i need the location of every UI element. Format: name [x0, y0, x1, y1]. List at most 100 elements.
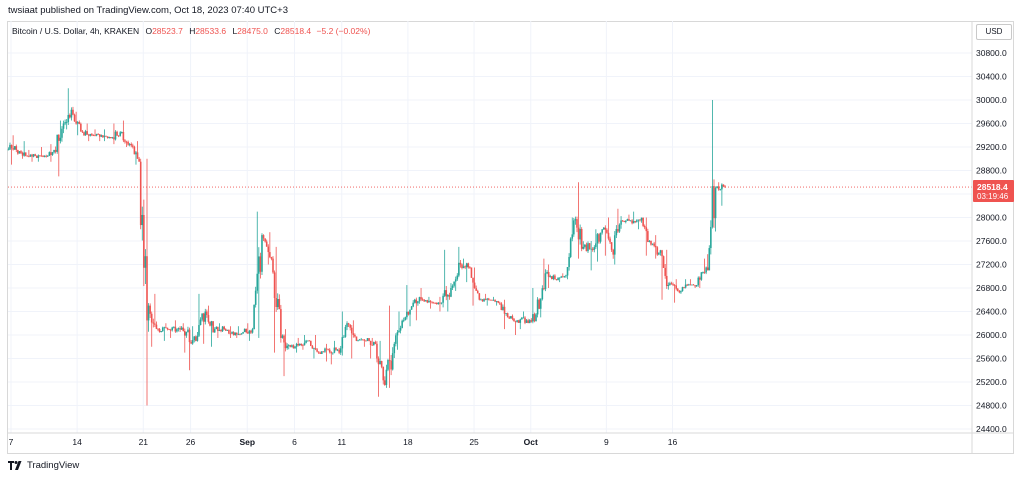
candle	[119, 131, 122, 137]
candle	[221, 326, 224, 333]
candle	[390, 354, 392, 376]
candle	[369, 340, 372, 359]
candle	[59, 120, 62, 144]
candle	[489, 299, 492, 301]
candle	[270, 256, 273, 261]
candle	[508, 315, 511, 319]
current-price-tag: 28518.403:19:46	[973, 180, 1014, 203]
price-tick-label: 30800.0	[976, 48, 1007, 58]
candle	[543, 258, 545, 291]
candle	[346, 321, 348, 331]
candle	[651, 243, 654, 246]
candle	[692, 283, 695, 286]
candle	[217, 326, 219, 338]
candle	[298, 343, 301, 347]
candle	[169, 328, 172, 338]
candle	[50, 144, 52, 162]
candle	[669, 281, 671, 286]
candle	[341, 311, 344, 356]
candle	[469, 266, 471, 269]
candle	[610, 242, 613, 252]
candle	[480, 298, 482, 301]
chart-grid	[8, 21, 972, 433]
candle	[593, 245, 596, 253]
candle	[332, 352, 334, 355]
candle	[106, 136, 109, 139]
candle	[58, 134, 60, 177]
candle	[714, 186, 717, 232]
candle	[428, 296, 430, 303]
candle	[81, 130, 84, 133]
candle	[139, 158, 142, 230]
candle	[166, 327, 169, 331]
candle	[393, 341, 396, 359]
candle	[629, 220, 632, 222]
candle	[18, 150, 21, 154]
candle	[250, 329, 252, 335]
candle	[524, 316, 526, 325]
candle	[213, 327, 216, 333]
candle	[595, 229, 597, 250]
published-caption: twsiaat published on TradingView.com, Oc…	[8, 5, 288, 16]
candle	[573, 217, 575, 237]
candle	[445, 285, 448, 301]
candle	[407, 311, 410, 316]
candle	[56, 134, 59, 154]
candle	[28, 149, 30, 158]
candle	[155, 321, 158, 330]
candle	[664, 264, 666, 279]
candle	[354, 333, 356, 338]
price-tick-label: 28800.0	[976, 166, 1007, 176]
candle	[35, 155, 38, 159]
candle	[281, 334, 284, 339]
candle	[412, 300, 414, 308]
symbol-legend: Bitcoin / U.S. Dollar, 4h, KRAKEN O28523…	[12, 26, 370, 36]
candle	[417, 301, 419, 306]
candle	[276, 293, 279, 310]
candle	[724, 184, 726, 189]
candle	[300, 343, 303, 347]
candle	[234, 332, 236, 336]
candle	[387, 358, 389, 372]
price-tick-label: 30000.0	[976, 95, 1007, 105]
candle	[87, 133, 90, 142]
candle	[380, 360, 383, 369]
candle	[42, 154, 44, 158]
candle	[554, 274, 556, 280]
candle	[95, 133, 98, 137]
time-tick-label: 26	[186, 437, 196, 447]
candle	[149, 303, 151, 318]
candle	[248, 329, 251, 341]
candle	[286, 343, 288, 350]
candle	[560, 275, 563, 278]
candle	[418, 296, 421, 304]
candle	[628, 214, 630, 221]
candle	[476, 289, 479, 294]
currency-button[interactable]: USD	[976, 24, 1012, 40]
candle	[100, 134, 103, 138]
candle	[303, 335, 306, 346]
candle	[716, 186, 718, 189]
candle	[410, 305, 413, 310]
candle	[631, 219, 633, 225]
candle	[61, 126, 63, 142]
candle	[557, 277, 559, 281]
candle	[116, 130, 118, 136]
candle	[719, 188, 722, 191]
candle	[481, 299, 484, 302]
candle	[429, 300, 432, 309]
candle	[143, 199, 145, 287]
candle	[613, 231, 616, 265]
candle	[454, 276, 457, 291]
candle	[347, 322, 350, 328]
candle	[154, 293, 156, 328]
tradingview-logo[interactable]: TradingView	[8, 460, 79, 471]
price-tick-label: 27600.0	[976, 236, 1007, 246]
candle	[237, 326, 240, 336]
candle	[609, 236, 611, 244]
time-tick-label: 18	[403, 437, 413, 447]
candle	[272, 256, 274, 274]
time-tick-label: 16	[668, 437, 678, 447]
candle	[398, 311, 400, 333]
